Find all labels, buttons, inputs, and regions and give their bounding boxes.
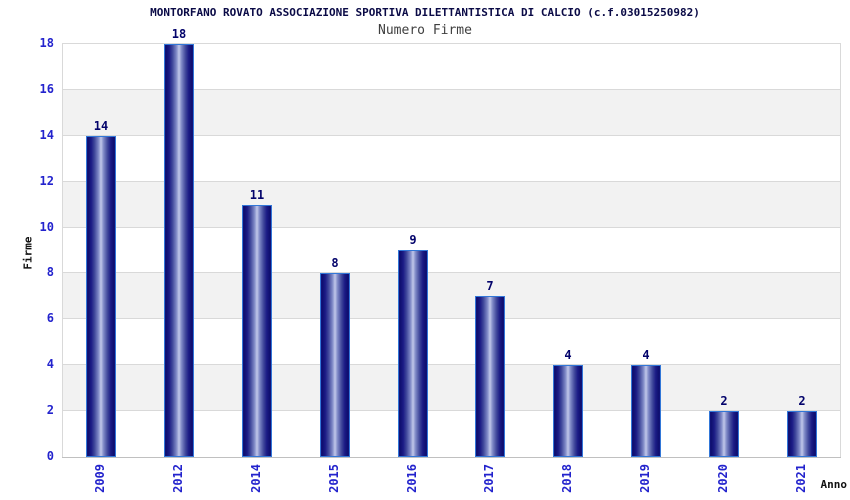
bar	[709, 411, 739, 457]
bar	[86, 136, 116, 457]
y-tick-label: 16	[39, 81, 54, 96]
y-tick-label: 12	[39, 173, 54, 188]
x-tick-label: 2020	[716, 464, 730, 493]
grid-line	[62, 180, 841, 182]
bar-value-label: 11	[249, 188, 265, 202]
grid-line	[62, 43, 841, 44]
bar-value-label: 9	[409, 233, 417, 247]
bar	[242, 205, 272, 457]
x-tick-label: 2009	[93, 464, 107, 493]
bar	[398, 250, 428, 457]
grid-line	[62, 457, 841, 458]
x-tick-label: 2017	[482, 464, 496, 493]
y-tick-label: 18	[39, 36, 54, 50]
bar-value-label: 4	[564, 348, 572, 362]
x-tick-label: 2012	[171, 464, 185, 493]
bar-value-label: 14	[93, 119, 109, 133]
y-tick-label: 2	[46, 403, 54, 418]
plot-area	[62, 44, 841, 457]
bar-value-label: 18	[171, 27, 187, 41]
x-axis-title: Anno	[820, 478, 848, 491]
chart-title: MONTORFANO ROVATO ASSOCIAZIONE SPORTIVA …	[150, 6, 700, 19]
grid-line	[62, 318, 841, 320]
bar-value-label: 4	[642, 348, 650, 362]
x-tick-label: 2019	[638, 464, 652, 493]
bar-value-label: 2	[798, 394, 806, 408]
grid-line	[62, 88, 841, 90]
grid-line	[62, 134, 841, 136]
bar	[164, 44, 194, 457]
x-tick-label: 2018	[560, 464, 574, 493]
bar-value-label: 2	[720, 394, 728, 408]
bar	[631, 365, 661, 457]
grid-line	[62, 410, 841, 412]
x-tick-label: 2014	[249, 464, 263, 493]
x-tick-label: 2015	[327, 464, 341, 493]
x-tick-label: 2016	[405, 464, 419, 493]
bar	[320, 273, 350, 457]
bar	[787, 411, 817, 457]
y-tick-label: 8	[46, 265, 54, 280]
grid-line	[62, 272, 841, 274]
bar-value-label: 8	[331, 256, 339, 270]
bar-value-label: 7	[486, 279, 494, 293]
x-tick-label: 2021	[794, 464, 808, 493]
chart-subtitle: Numero Firme	[378, 23, 472, 38]
bar	[475, 296, 505, 457]
grid-line	[62, 364, 841, 366]
y-tick-label: 6	[46, 311, 54, 326]
y-tick-label: 4	[46, 357, 54, 372]
grid-line	[62, 226, 841, 228]
y-tick-label: 0	[46, 449, 54, 463]
y-tick-label: 14	[39, 127, 54, 142]
bar	[553, 365, 583, 457]
y-tick-label: 10	[39, 219, 54, 234]
